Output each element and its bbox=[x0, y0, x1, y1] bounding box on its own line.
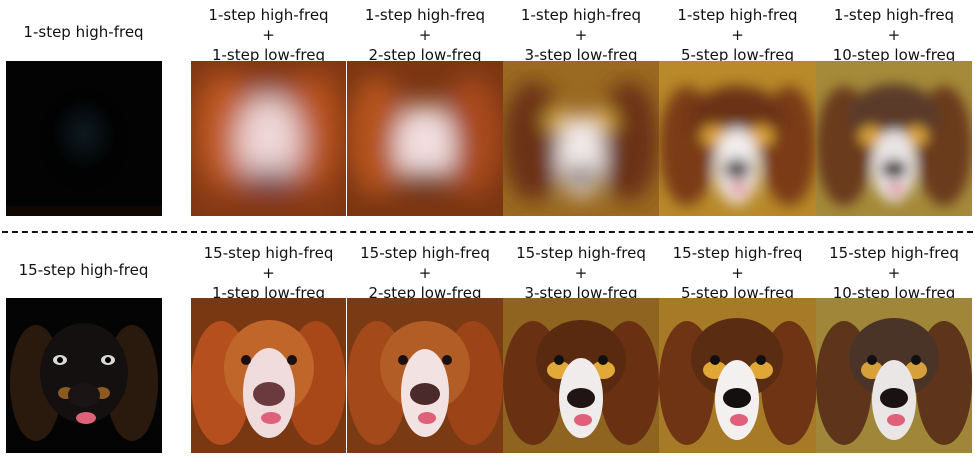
bottom-image-4 bbox=[659, 298, 816, 453]
top-col-1-caption: 1-step high-freq + 1-step low-freq bbox=[191, 5, 346, 65]
caption-line: 1-step high-freq bbox=[677, 6, 798, 24]
caption-line: + bbox=[887, 26, 901, 44]
caption-line: 1-step high-freq bbox=[833, 6, 955, 24]
caption-line: 3-step low-freq bbox=[524, 284, 638, 302]
caption-line: 1-step high-freq bbox=[23, 23, 144, 41]
caption-line: 10-step low-freq bbox=[832, 284, 956, 302]
caption-line: + bbox=[418, 26, 432, 44]
caption-line: + bbox=[418, 264, 432, 282]
bottom-col-3-caption: 15-step high-freq + 3-step low-freq bbox=[503, 243, 659, 303]
bottom-col-4-caption: 15-step high-freq + 5-step low-freq bbox=[659, 243, 816, 303]
bottom-image-2 bbox=[347, 298, 503, 453]
caption-line: 1-step high-freq bbox=[364, 6, 486, 24]
top-col-4-caption: 1-step high-freq + 5-step low-freq bbox=[659, 5, 816, 65]
caption-line: + bbox=[574, 264, 588, 282]
caption-line: 1-step low-freq bbox=[211, 46, 326, 64]
caption-line: 1-step high-freq bbox=[520, 6, 642, 24]
top-image-1 bbox=[191, 61, 346, 216]
bottom-reference-caption: 15-step high-freq bbox=[5, 260, 162, 280]
top-image-4 bbox=[659, 61, 816, 216]
top-col-3-caption: 1-step high-freq + 3-step low-freq bbox=[503, 5, 659, 65]
bottom-col-2-caption: 15-step high-freq + 2-step low-freq bbox=[347, 243, 503, 303]
top-reference-caption: 1-step high-freq bbox=[5, 22, 162, 42]
caption-line: 1-step high-freq bbox=[208, 6, 329, 24]
caption-line: + bbox=[731, 26, 744, 44]
caption-line: + bbox=[574, 26, 588, 44]
top-image-5 bbox=[816, 61, 972, 216]
caption-line: 15-step high-freq bbox=[360, 244, 490, 262]
bottom-reference-image bbox=[6, 298, 162, 453]
bottom-image-3 bbox=[503, 298, 659, 453]
caption-line: + bbox=[731, 264, 744, 282]
caption-line: 2-step low-freq bbox=[368, 46, 482, 64]
caption-line: + bbox=[262, 264, 275, 282]
caption-line: 15-step high-freq bbox=[203, 244, 334, 262]
bottom-col-1-caption: 15-step high-freq + 1-step low-freq bbox=[191, 243, 346, 303]
caption-line: 15-step high-freq bbox=[672, 244, 803, 262]
top-image-2 bbox=[347, 61, 503, 216]
caption-line: 15-step high-freq bbox=[829, 244, 959, 262]
caption-line: 10-step low-freq bbox=[832, 46, 956, 64]
caption-line: 3-step low-freq bbox=[524, 46, 638, 64]
caption-line: + bbox=[887, 264, 901, 282]
caption-line: 2-step low-freq bbox=[368, 284, 482, 302]
caption-line: 1-step low-freq bbox=[211, 284, 326, 302]
row-divider bbox=[2, 231, 973, 233]
top-col-5-caption: 1-step high-freq + 10-step low-freq bbox=[816, 5, 972, 65]
top-reference-image bbox=[6, 61, 162, 216]
top-image-3 bbox=[503, 61, 659, 216]
bottom-col-5-caption: 15-step high-freq + 10-step low-freq bbox=[816, 243, 972, 303]
bottom-image-1 bbox=[191, 298, 346, 453]
caption-line: 5-step low-freq bbox=[680, 284, 795, 302]
caption-line: 15-step high-freq bbox=[516, 244, 646, 262]
bottom-image-5 bbox=[816, 298, 972, 453]
top-col-2-caption: 1-step high-freq + 2-step low-freq bbox=[347, 5, 503, 65]
caption-line: 5-step low-freq bbox=[680, 46, 795, 64]
caption-line: 15-step high-freq bbox=[18, 261, 149, 279]
caption-line: + bbox=[262, 26, 275, 44]
